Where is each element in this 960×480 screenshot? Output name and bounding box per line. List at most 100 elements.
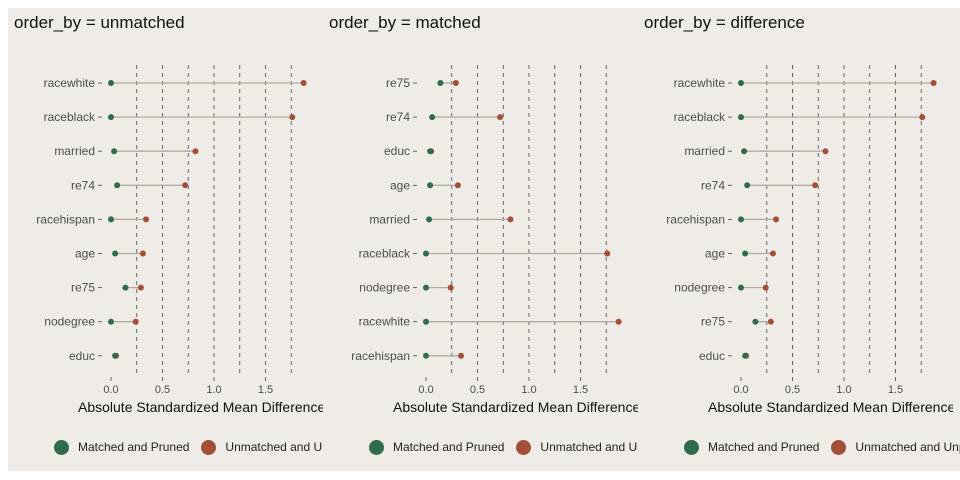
matched-point — [423, 352, 429, 359]
matched-point — [437, 80, 444, 86]
matched-point — [112, 352, 119, 359]
unmatched-point — [497, 114, 504, 121]
legend-key-matched — [684, 439, 699, 455]
legend-key-matched — [369, 439, 384, 455]
unmatched-point — [192, 148, 199, 155]
legend-label-matched: Matched and Pruned — [393, 440, 505, 454]
matched-point — [742, 352, 749, 359]
x-tick-label: 0.0 — [103, 384, 118, 396]
unmatched-point — [822, 148, 829, 155]
matched-point — [738, 284, 744, 291]
matched-point — [108, 80, 114, 86]
matched-point — [427, 148, 434, 155]
y-tick-label: re75 — [386, 76, 410, 90]
matched-point — [108, 216, 114, 223]
matched-point — [423, 250, 429, 257]
legend: Matched and Pruned Unmatched and Unprune… — [369, 436, 638, 458]
legend-item-unmatched: Unmatched and Unpruned — [516, 439, 638, 455]
matched-point — [429, 114, 436, 121]
chart-panel-unmatched: order_by = unmatched 0.0 0.5 1.0 1.5 Absolut… — [8, 8, 323, 471]
matched-point — [122, 284, 129, 291]
y-tick-label: re75 — [71, 281, 95, 295]
y-tick-label: educ — [699, 349, 725, 363]
unmatched-point — [137, 284, 144, 291]
unmatched-point — [773, 216, 780, 223]
unmatched-point — [615, 318, 622, 325]
unmatched-point — [604, 250, 611, 257]
legend-item-unmatched: Unmatched and Unpruned — [201, 439, 323, 455]
unmatched-point — [919, 114, 926, 121]
legend-item-unmatched: Unmatched and Unpruned — [831, 439, 960, 455]
unmatched-point — [812, 182, 819, 189]
x-tick-label: 1.0 — [836, 384, 851, 396]
matched-point — [112, 250, 119, 257]
unmatched-point — [139, 250, 146, 257]
x-tick-label: 1.0 — [521, 384, 536, 396]
legend-item-matched: Matched and Pruned — [684, 439, 820, 455]
y-tick-label: re74 — [386, 110, 410, 124]
unmatched-point — [452, 80, 459, 86]
chart-panel-difference: order_by = difference 0.0 0.5 1.0 1.5 Absolu… — [638, 8, 960, 471]
x-tick-label: 0.0 — [733, 384, 748, 396]
matched-point — [108, 114, 114, 121]
x-tick-label: 1.5 — [258, 384, 273, 396]
unmatched-point — [458, 352, 465, 359]
x-tick-label: 0.5 — [785, 384, 800, 396]
legend-key-unmatched — [831, 439, 847, 455]
x-tick-label: 0.5 — [470, 384, 485, 396]
panel-title: order_by = matched — [329, 13, 481, 32]
matched-point — [738, 114, 744, 121]
y-tick-label: raceblack — [44, 110, 96, 124]
x-tick-label: 0.0 — [418, 384, 433, 396]
unmatched-point — [132, 318, 139, 325]
y-tick-label: age — [75, 247, 95, 261]
dot-plot: 0.0 0.5 1.0 1.5 Absolute Standardized Mean D… — [351, 65, 638, 415]
y-tick-label: re75 — [701, 315, 725, 329]
x-axis-title: Absolute Standardized Mean Difference — [78, 399, 323, 415]
legend-key-unmatched — [201, 439, 217, 455]
y-tick-label: racewhite — [44, 76, 96, 90]
matched-point — [738, 80, 744, 86]
matched-point — [423, 284, 429, 291]
unmatched-point — [930, 80, 937, 86]
matched-point — [752, 318, 759, 325]
matched-point — [427, 182, 434, 189]
matched-point — [423, 318, 429, 325]
y-tick-label: racehispan — [36, 212, 95, 226]
legend-label-matched: Matched and Pruned — [78, 440, 190, 454]
legend-label-matched: Matched and Pruned — [708, 440, 820, 454]
y-tick-label: raceblack — [359, 247, 411, 261]
legend-key-unmatched — [516, 439, 532, 455]
matched-point — [744, 182, 751, 189]
legend-item-matched: Matched and Pruned — [369, 439, 505, 455]
matched-point — [114, 182, 121, 189]
legend-key-matched — [54, 439, 69, 455]
x-tick-label: 1.5 — [888, 384, 903, 396]
panel-title: order_by = difference — [644, 13, 805, 32]
unmatched-point — [289, 114, 296, 121]
x-tick-label: 0.5 — [155, 384, 170, 396]
legend-label-unmatched: Unmatched and Unpruned — [540, 440, 638, 454]
y-tick-label: racehispan — [351, 349, 410, 363]
matched-point — [742, 250, 749, 257]
unmatched-point — [447, 284, 454, 291]
y-tick-label: nodegree — [674, 281, 725, 295]
y-tick-label: nodegree — [359, 281, 410, 295]
legend-label-unmatched: Unmatched and Unpruned — [855, 440, 960, 454]
y-tick-label: raceblack — [674, 110, 726, 124]
chart-panel-matched: order_by = matched 0.0 0.5 1.0 1.5 Absolute … — [323, 8, 638, 471]
unmatched-point — [769, 250, 776, 257]
unmatched-point — [454, 182, 461, 189]
unmatched-point — [300, 80, 307, 86]
matched-point — [108, 318, 114, 325]
y-tick-label: re74 — [701, 178, 725, 192]
legend: Matched and Pruned Unmatched and Unprune… — [684, 436, 960, 458]
y-tick-label: educ — [69, 349, 95, 363]
legend-item-matched: Matched and Pruned — [54, 439, 190, 455]
y-tick-label: married — [369, 212, 410, 226]
y-tick-label: racewhite — [674, 76, 726, 90]
unmatched-point — [182, 182, 189, 189]
x-tick-label: 1.5 — [573, 384, 588, 396]
x-axis-title: Absolute Standardized Mean Difference — [708, 399, 953, 415]
dot-plot: 0.0 0.5 1.0 1.5 Absolute Standardized Mean D… — [666, 65, 953, 415]
